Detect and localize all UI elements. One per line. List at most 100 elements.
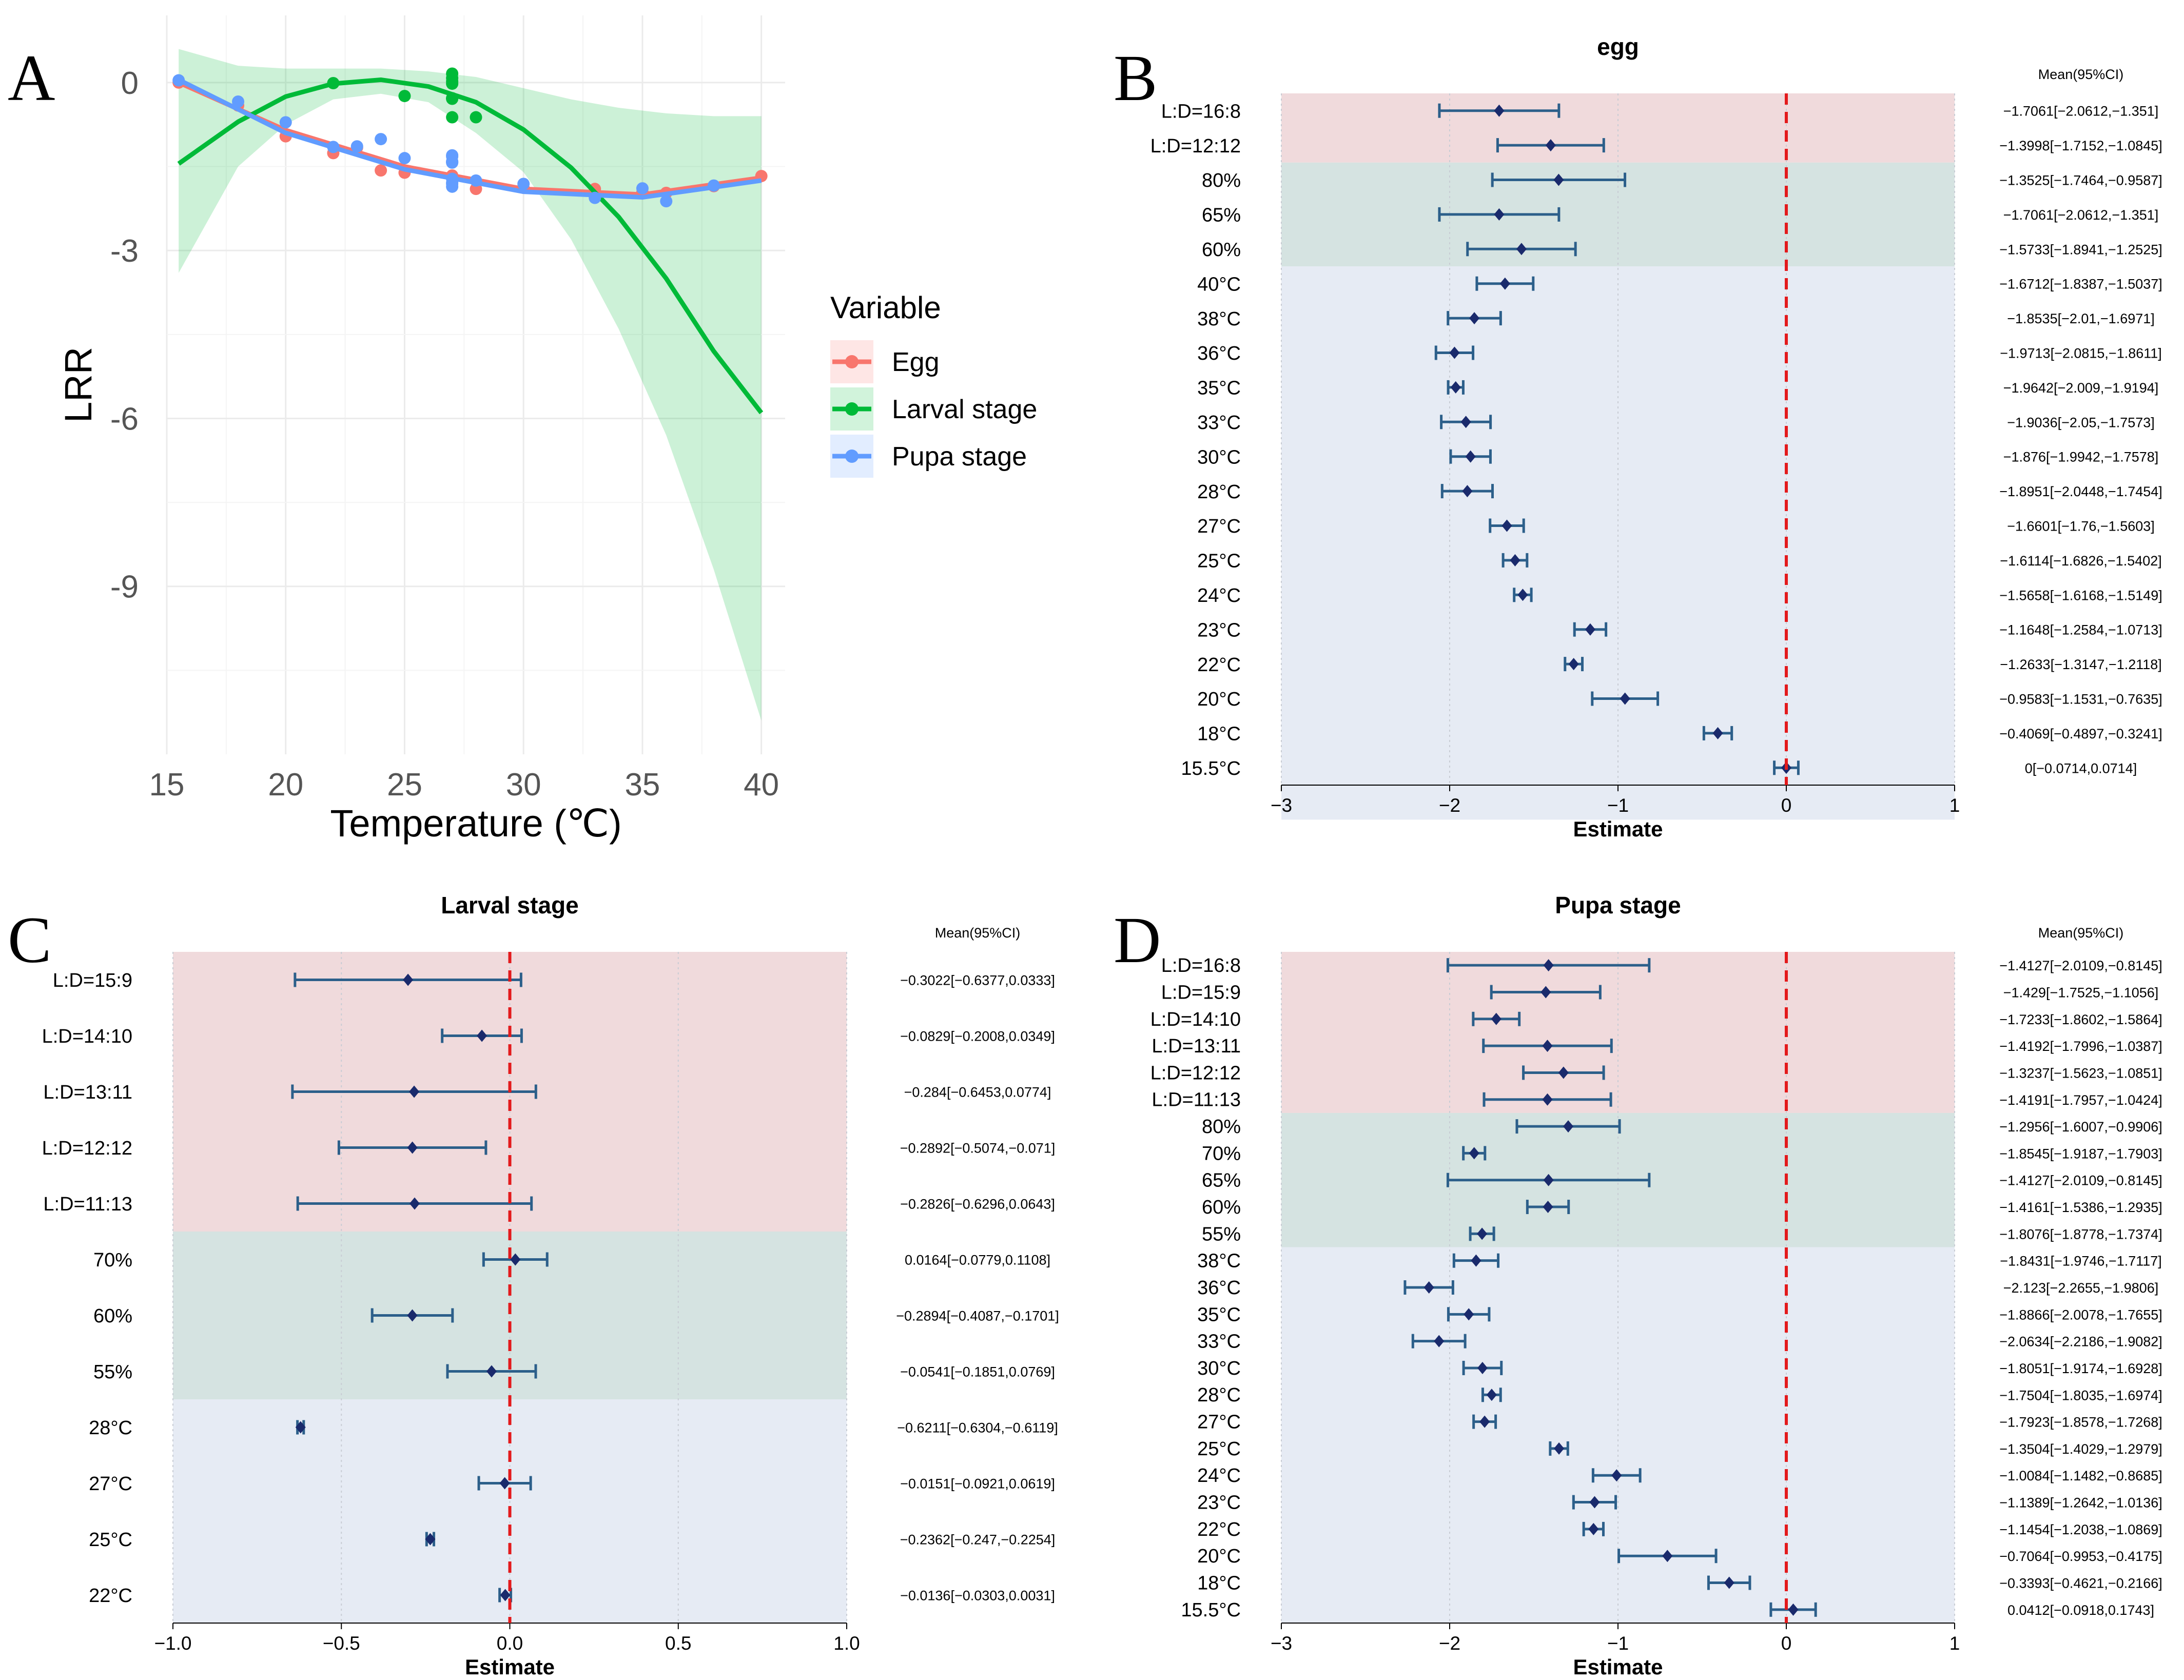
forest-row: 28°C −1.8951[−2.0448,−1.7454] bbox=[1197, 481, 2162, 503]
x-tick-label: 40 bbox=[744, 767, 779, 803]
x-tick-label: 0.0 bbox=[497, 1633, 523, 1654]
data-point bbox=[350, 140, 363, 153]
forest-row: 30°C −1.876[−1.9942,−1.7578] bbox=[1197, 446, 2158, 468]
data-point bbox=[279, 116, 292, 129]
row-ci-text: −1.7061[−2.0612,−1.351] bbox=[2003, 104, 2159, 119]
data-point bbox=[398, 152, 411, 165]
forest-row: L:D=14:10 −0.0829[−0.2008,0.0349] bbox=[42, 1026, 1055, 1047]
x-tick-label: −2 bbox=[1439, 1633, 1460, 1654]
row-label: L:D=12:12 bbox=[1150, 1062, 1241, 1084]
x-tick-label: −2 bbox=[1439, 795, 1460, 816]
estimate-point bbox=[477, 1029, 488, 1042]
row-ci-text: −2.123[−2.2655,−1.9806] bbox=[2003, 1280, 2159, 1296]
estimate-point bbox=[1542, 1040, 1553, 1052]
row-label: 30°C bbox=[1197, 446, 1241, 468]
y-tick-label: -6 bbox=[110, 401, 139, 437]
row-ci-text: −1.8951[−2.0448,−1.7454] bbox=[1999, 484, 2162, 499]
forest-row: 33°C −2.0634[−2.2186,−1.9082] bbox=[1197, 1331, 2162, 1353]
data-point bbox=[470, 174, 482, 187]
forest-row: 18°C −0.3393[−0.4621,−0.2166] bbox=[1197, 1572, 2162, 1594]
row-ci-text: −0.3022[−0.6377,0.0333] bbox=[900, 973, 1055, 988]
panel-d: D Pupa stage Mean(95%CI) −3 −2 −1 0 1 Estimate L:… bbox=[1114, 892, 2162, 1679]
x-tick-label: 1 bbox=[1949, 795, 1960, 816]
row-ci-text: 0.0164[−0.0779,0.1108] bbox=[905, 1253, 1050, 1268]
x-tick-label: 20 bbox=[268, 767, 303, 803]
forest-row: L:D=11:13 −1.4191[−1.7957,−1.0424] bbox=[1152, 1089, 2162, 1111]
legend: Variable Egg Larval stage Pupa stage bbox=[830, 290, 1037, 478]
forest-row: L:D=11:13 −0.2826[−0.6296,0.0643] bbox=[43, 1194, 1055, 1215]
row-ci-text: −0.2892[−0.5074,−0.071] bbox=[900, 1141, 1056, 1156]
data-point bbox=[375, 133, 387, 146]
row-ci-text: 0[−0.0714,0.0714] bbox=[2025, 760, 2137, 776]
panel-title: Pupa stage bbox=[1555, 892, 1681, 919]
estimate-point bbox=[1611, 1469, 1622, 1482]
estimate-point bbox=[1510, 554, 1520, 566]
x-tick-label: 0 bbox=[1781, 1633, 1792, 1654]
estimate-point bbox=[1460, 416, 1471, 428]
forest-row: 27°C −1.6601[−1.76,−1.5603] bbox=[1197, 516, 2155, 537]
row-label: 27°C bbox=[1197, 1412, 1241, 1433]
forest-row: L:D=15:9 −1.429[−1.7525,−1.1056] bbox=[1161, 982, 2159, 1003]
forest-row: 24°C −1.5658[−1.6168,−1.5149] bbox=[1197, 585, 2162, 607]
row-ci-text: −1.9642[−2.009,−1.9194] bbox=[2003, 380, 2159, 396]
estimate-point bbox=[486, 1365, 497, 1378]
row-label: 60% bbox=[93, 1305, 132, 1327]
row-ci-text: −1.8866[−2.0078,−1.7655] bbox=[1999, 1307, 2162, 1322]
legend-label: Larval stage bbox=[892, 395, 1037, 424]
forest-row: 55% −1.8076[−1.8778,−1.7374] bbox=[1202, 1223, 2162, 1245]
group-band-temperature bbox=[1281, 266, 1955, 820]
y-tick-label: 0 bbox=[121, 66, 139, 101]
legend-key-point bbox=[845, 450, 859, 463]
row-ci-text: −1.7923[−1.8578,−1.7268] bbox=[1999, 1415, 2162, 1430]
row-ci-text: −1.8535[−2.01,−1.6971] bbox=[2007, 311, 2155, 326]
row-label: 22°C bbox=[1197, 654, 1241, 676]
estimate-point bbox=[1517, 589, 1528, 601]
estimate-point bbox=[1553, 173, 1564, 186]
estimate-point bbox=[1620, 692, 1630, 705]
row-ci-text: −1.4191[−1.7957,−1.0424] bbox=[1999, 1092, 2162, 1108]
row-ci-text: −1.2956[−1.6007,−0.9906] bbox=[1999, 1119, 2162, 1135]
row-ci-text: −1.5658[−1.6168,−1.5149] bbox=[1999, 588, 2162, 603]
row-ci-text: −0.284[−0.6453,0.0774] bbox=[904, 1085, 1051, 1100]
forest-row: L:D=12:12 −1.3237[−1.5623,−1.0851] bbox=[1150, 1062, 2162, 1084]
row-ci-text: −1.0084[−1.1482,−0.8685] bbox=[1999, 1468, 2162, 1483]
x-tick-label: −1 bbox=[1607, 1633, 1629, 1654]
row-label: 70% bbox=[1202, 1143, 1241, 1164]
row-label: 27°C bbox=[1197, 516, 1241, 537]
forest-row: 33°C −1.9036[−2.05,−1.7573] bbox=[1197, 412, 2155, 434]
forest-row: 27°C −1.7923[−1.8578,−1.7268] bbox=[1197, 1412, 2162, 1433]
row-label: 60% bbox=[1202, 1197, 1241, 1218]
estimate-point bbox=[500, 1589, 511, 1601]
panel-a-grid bbox=[166, 15, 785, 754]
panel-letter-d: D bbox=[1114, 904, 1161, 976]
row-ci-text: −1.8051[−1.9174,−1.6928] bbox=[1999, 1361, 2162, 1376]
legend-key-point bbox=[845, 355, 859, 368]
estimate-point bbox=[1486, 1389, 1497, 1401]
row-label: L:D=16:8 bbox=[1161, 955, 1241, 976]
estimate-point bbox=[1424, 1281, 1434, 1294]
estimate-point bbox=[1469, 312, 1480, 325]
row-label: 22°C bbox=[89, 1585, 132, 1607]
row-label: 22°C bbox=[1197, 1519, 1241, 1540]
estimate-point bbox=[1465, 450, 1476, 463]
forest-row: 60% −1.5733[−1.8941,−1.2525] bbox=[1202, 239, 2162, 261]
row-label: L:D=13:11 bbox=[1152, 1036, 1241, 1057]
row-label: 20°C bbox=[1197, 689, 1241, 710]
row-label: 36°C bbox=[1197, 343, 1241, 364]
series-pupa-stage bbox=[172, 74, 762, 208]
row-ci-text: −1.7233[−1.8602,−1.5864] bbox=[1999, 1012, 2162, 1027]
row-label: 28°C bbox=[89, 1417, 132, 1439]
row-ci-text: −0.7064[−0.9953,−0.4175] bbox=[1999, 1549, 2162, 1564]
row-ci-text: −0.6211[−0.6304,−0.6119] bbox=[897, 1420, 1058, 1436]
panel-letter-a: A bbox=[8, 42, 55, 114]
estimate-point bbox=[1588, 1522, 1599, 1535]
row-ci-text: −1.7504[−1.8035,−1.6974] bbox=[1999, 1388, 2162, 1403]
forest-row: 25°C −0.2362[−0.247,−0.2254] bbox=[89, 1529, 1055, 1551]
x-tick-label: 35 bbox=[625, 767, 660, 803]
forest-row: 23°C −1.1648[−1.2584,−1.0713] bbox=[1197, 619, 2162, 641]
row-label: 18°C bbox=[1197, 724, 1241, 745]
estimate-point bbox=[1554, 1442, 1565, 1455]
x-tick-label: 1.0 bbox=[833, 1633, 860, 1654]
row-ci-text: −1.1454[−1.2038,−1.0869] bbox=[1999, 1522, 2162, 1537]
